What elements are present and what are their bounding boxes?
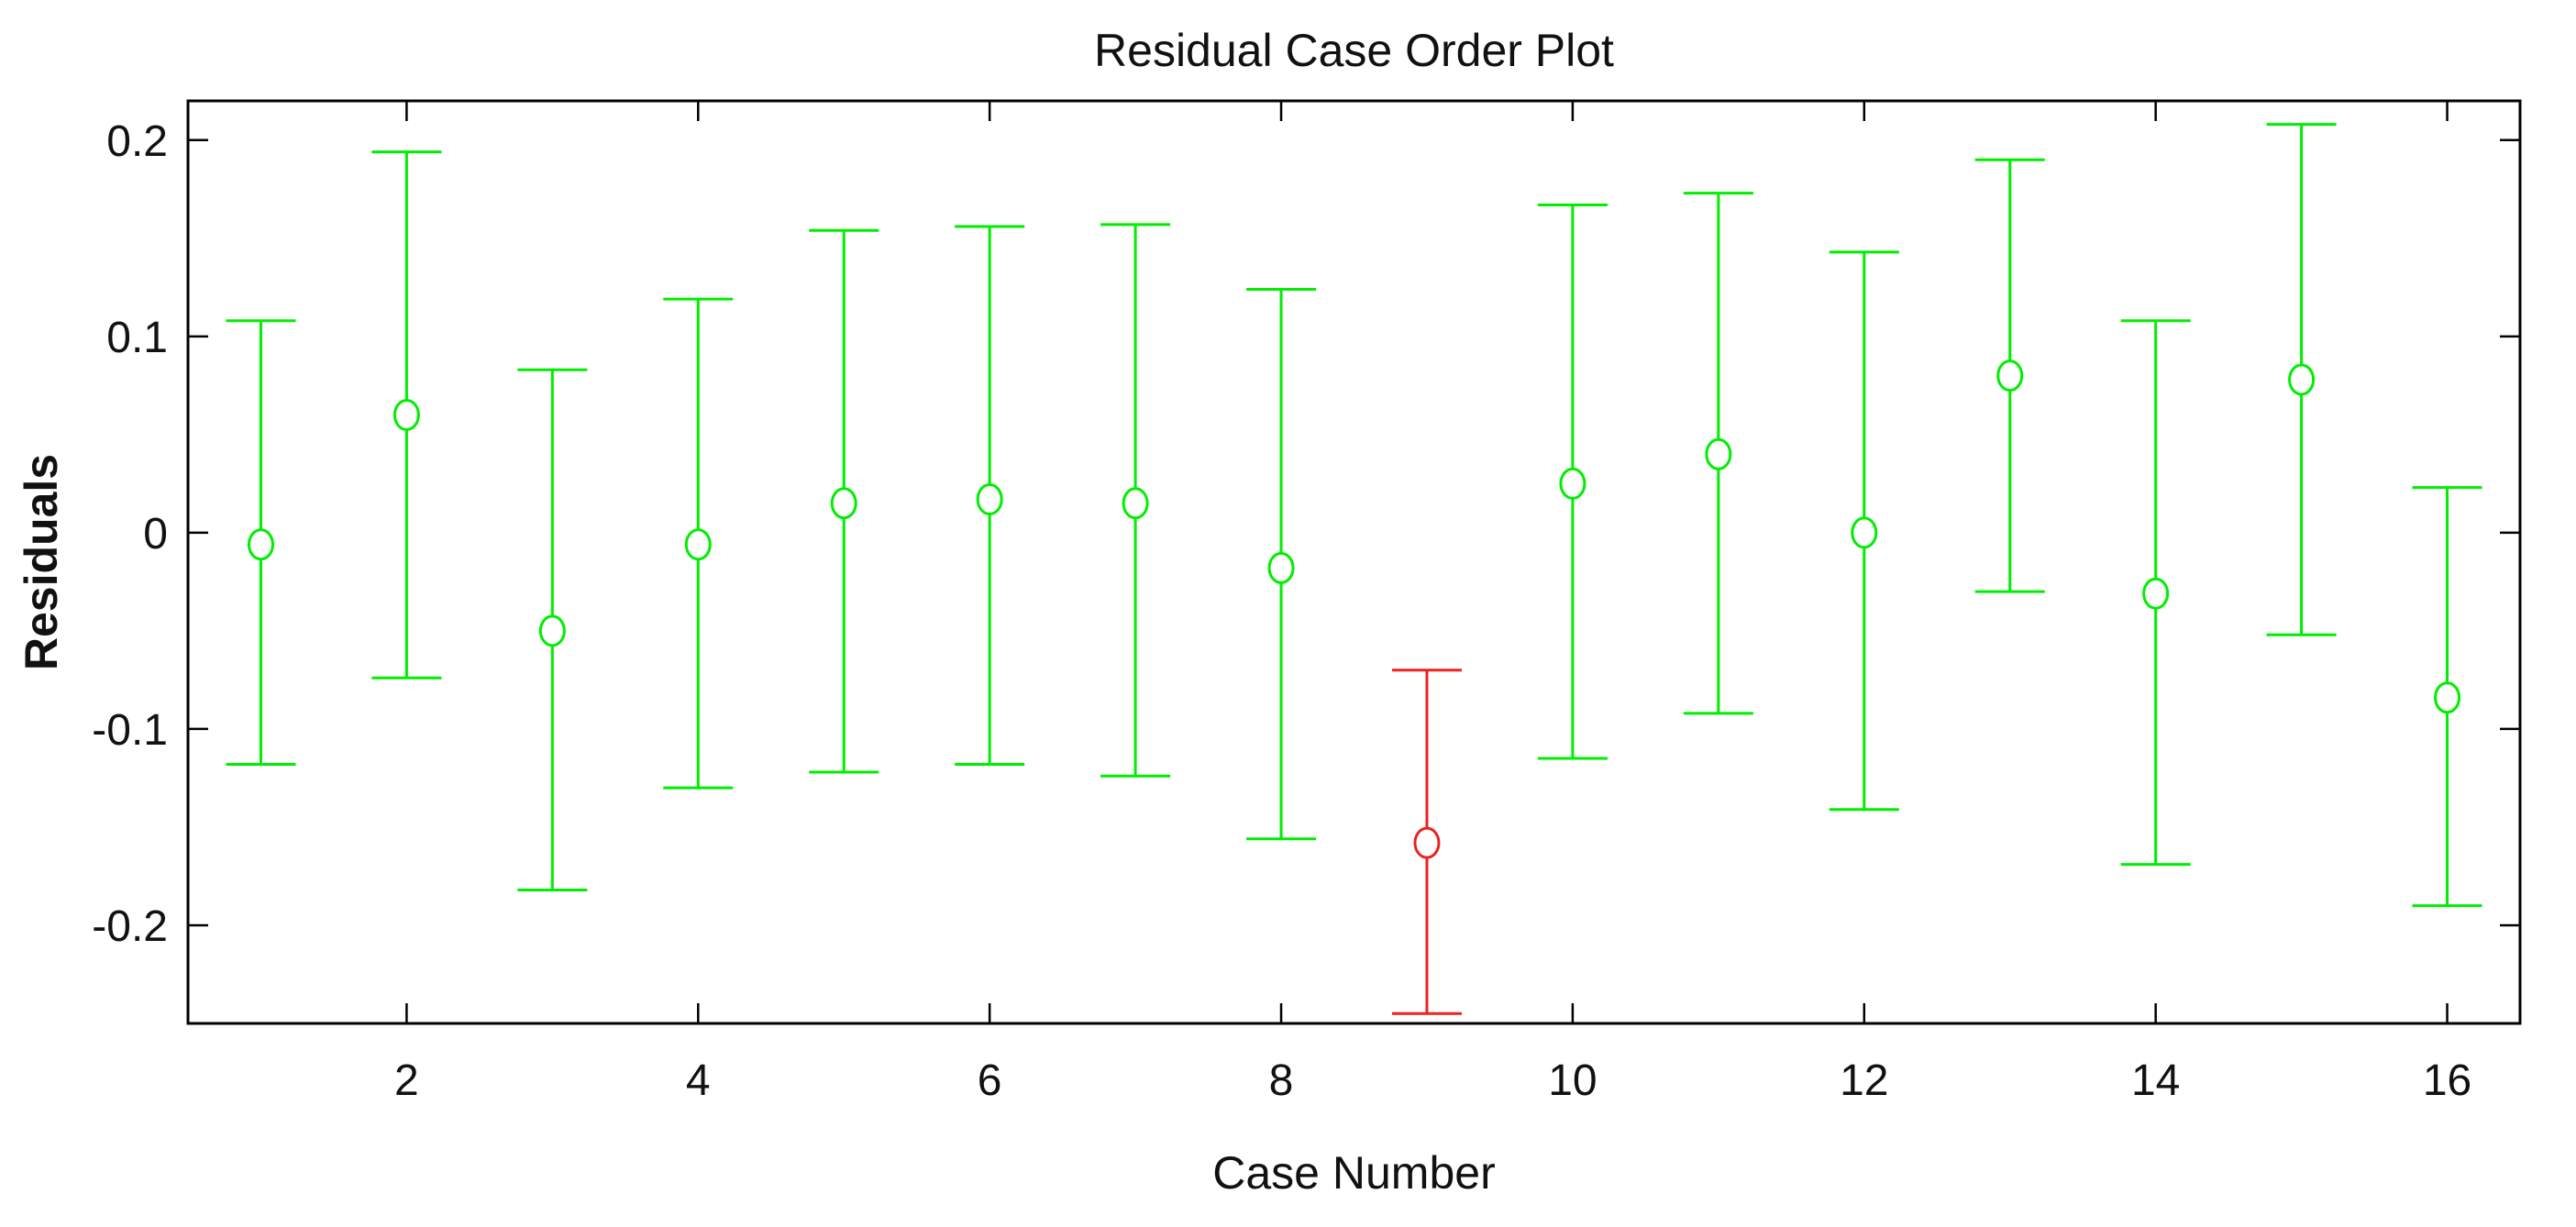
- residual-point-case-10: [1559, 467, 1587, 500]
- y-tick-label: 0.2: [106, 117, 168, 166]
- tick-labels: 2 4 6 8 10 12 14 16 -0.2 -0.1 0 0.1 0.2: [92, 117, 2471, 1105]
- error-bars: [226, 123, 2482, 1015]
- x-tick-label: 16: [2423, 1056, 2471, 1105]
- y-tick-label: 0: [143, 510, 168, 558]
- residual-point-case-12: [1851, 516, 1878, 549]
- residual-point-case-7: [1122, 487, 1149, 520]
- residual-point-case-11: [1705, 437, 1732, 470]
- x-tick-label: 12: [1840, 1056, 1888, 1105]
- residual-point-case-8: [1267, 551, 1295, 584]
- x-tick-label: 14: [2131, 1056, 2180, 1105]
- y-tick-label: -0.2: [92, 902, 168, 951]
- residual-point-case-14: [2142, 577, 2170, 610]
- residual-point-case-2: [392, 398, 420, 431]
- y-tick-label: -0.1: [92, 706, 168, 755]
- residual-point-case-9: [1413, 826, 1441, 859]
- residual-point-case-3: [538, 614, 566, 647]
- y-axis-label: Residuals: [16, 454, 67, 670]
- residual-point-case-15: [2288, 363, 2316, 396]
- residual-point-case-1: [247, 528, 274, 561]
- x-tick-label: 8: [1269, 1056, 1294, 1105]
- residual-point-case-13: [1996, 359, 2024, 392]
- residual-markers: [247, 359, 2461, 859]
- residual-point-case-4: [684, 528, 712, 561]
- x-tick-label: 4: [686, 1056, 711, 1105]
- residual-point-case-16: [2434, 681, 2461, 714]
- residual-point-case-5: [830, 487, 857, 520]
- axes: [186, 99, 2522, 1025]
- x-tick-label: 6: [978, 1056, 1002, 1105]
- x-tick-label: 2: [394, 1056, 419, 1105]
- plot-frame: [186, 99, 2522, 1025]
- residual-point-case-6: [976, 483, 1003, 516]
- x-tick-label: 10: [1548, 1056, 1597, 1105]
- x-axis-label: Case Number: [1212, 1147, 1495, 1199]
- chart-title: Residual Case Order Plot: [1094, 25, 1614, 76]
- y-tick-label: 0.1: [106, 314, 168, 362]
